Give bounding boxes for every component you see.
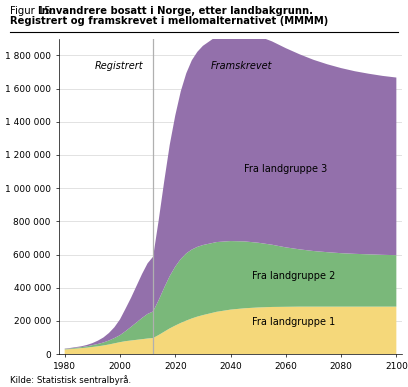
Text: Fra landgruppe 1: Fra landgruppe 1 xyxy=(253,317,336,327)
Text: Fra landgruppe 2: Fra landgruppe 2 xyxy=(253,271,336,281)
Text: Figur 15.: Figur 15. xyxy=(10,6,57,16)
Y-axis label: Antall: Antall xyxy=(0,182,2,211)
Text: Framskrevet: Framskrevet xyxy=(211,61,273,70)
Text: Fra landgruppe 3: Fra landgruppe 3 xyxy=(244,163,328,173)
Text: Registrert: Registrert xyxy=(95,61,144,70)
Text: Kilde: Statistisk sentralbyrå.: Kilde: Statistisk sentralbyrå. xyxy=(10,375,131,385)
Text: Registrert og framskrevet i mellomalternativet (MMMM): Registrert og framskrevet i mellomaltern… xyxy=(10,16,328,26)
Text: Innvandrere bosatt i Norge, etter landbakgrunn.: Innvandrere bosatt i Norge, etter landba… xyxy=(38,6,313,16)
